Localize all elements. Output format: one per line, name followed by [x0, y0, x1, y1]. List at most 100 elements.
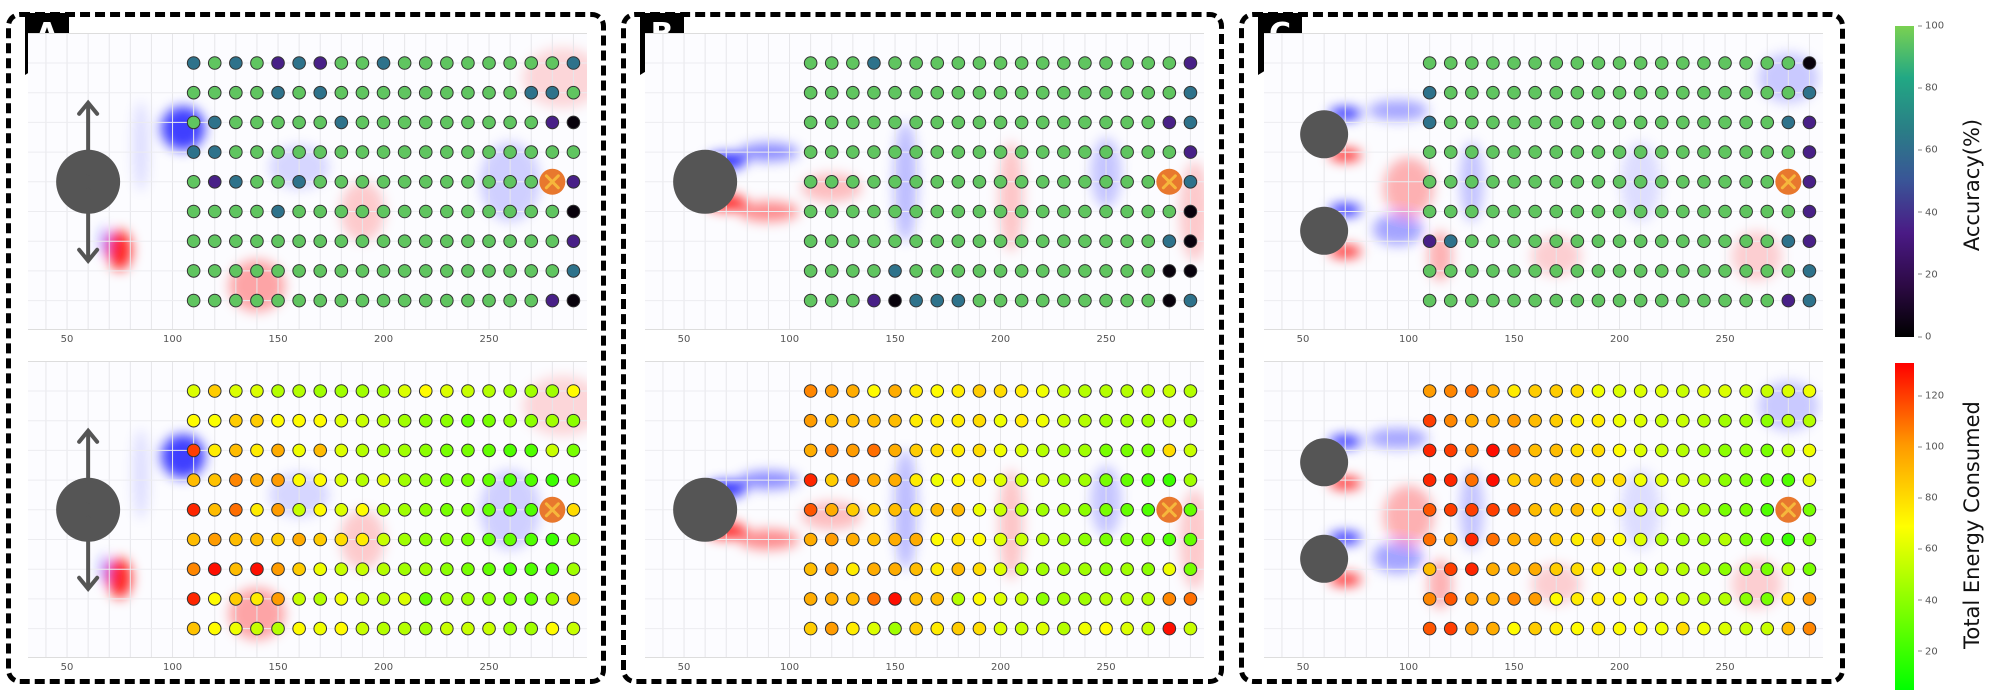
energy-sensor-point [1099, 562, 1113, 576]
energy-sensor-point [376, 473, 391, 487]
accuracy-sensor-point [1183, 293, 1198, 308]
accuracy-sensor-point [1570, 56, 1585, 70]
accuracy-sensor-point [397, 264, 412, 278]
energy-sensor-point [1486, 621, 1500, 636]
accuracy-sensor-point [972, 85, 987, 100]
accuracy-sensor-point [1035, 56, 1050, 70]
accuracy-sensor-point [1465, 145, 1479, 159]
accuracy-sensor-point [972, 175, 987, 189]
accuracy-sensor-point [292, 293, 306, 308]
energy-sensor-point [229, 413, 243, 428]
accuracy-sensor-point [1718, 56, 1732, 70]
accuracy-sensor-point [1718, 85, 1732, 100]
energy-sensor-point [1802, 621, 1817, 636]
accuracy-sensor-point [566, 204, 581, 219]
accuracy-sensor-point [313, 115, 328, 130]
energy-sensor-point [846, 621, 860, 636]
accuracy-sensor-point [1486, 204, 1500, 219]
accuracy-sensor-point [292, 204, 306, 219]
positive-vortex [107, 558, 132, 599]
energy-sensor-point [566, 413, 581, 428]
accuracy-sensor-point [334, 145, 349, 159]
energy-sensor-point [1443, 562, 1458, 576]
accuracy-sensor-point [1078, 204, 1092, 219]
accuracy-sensor-point [1570, 204, 1585, 219]
accuracy-sensor-point [524, 85, 539, 100]
accuracy-sensor-point [397, 204, 412, 219]
accuracy-sensor-point [1591, 56, 1606, 70]
energy-sensor-point [1465, 592, 1479, 606]
accuracy-sensor-point [1612, 145, 1627, 159]
accuracy-sensor-point [334, 56, 349, 70]
energy-sensor-point [461, 621, 475, 636]
accuracy-sensor-point [397, 293, 412, 308]
accuracy-sensor-point [1654, 204, 1669, 219]
energy-sensor-point [207, 413, 222, 428]
energy-sensor-point [803, 592, 818, 606]
accuracy-sensor-point [1570, 234, 1585, 248]
accuracy-sensor-point [930, 204, 945, 219]
accuracy-sensor-point [271, 115, 285, 130]
energy-sensor-point [1120, 562, 1134, 576]
accuracy-sensor-point [803, 175, 818, 189]
accuracy-sensor-point [229, 234, 243, 248]
accuracy-sensor-point [1078, 293, 1092, 308]
accuracy-sensor-point [803, 204, 818, 219]
accuracy-sensor-point [930, 115, 945, 130]
energy-sensor-point [524, 532, 539, 547]
accuracy-sensor-point [803, 234, 818, 248]
accuracy-sensor-point [207, 204, 222, 219]
energy-sensor-point [229, 503, 243, 517]
energy-sensor-point [1014, 384, 1029, 398]
energy-sensor-point [1078, 443, 1092, 458]
energy-sensor-point [1549, 621, 1564, 636]
accuracy-sensor-point [824, 264, 839, 278]
accuracy-sensor-point [271, 145, 285, 159]
energy-sensor-point [461, 413, 475, 428]
accuracy-sensor-point [186, 264, 201, 278]
accuracy-sensor-point [229, 204, 243, 219]
accuracy-sensor-point [888, 293, 902, 308]
accuracy-sensor-point [909, 85, 923, 100]
energy-sensor-point [186, 562, 201, 576]
accuracy-sensor-point [1802, 264, 1817, 278]
accuracy-sensor-point [1676, 145, 1690, 159]
energy-sensor-point [524, 413, 539, 428]
accuracy-sensor-point [334, 204, 349, 219]
accuracy-sensor-point [824, 56, 839, 70]
accuracy-sensor-point [972, 145, 987, 159]
energy-sensor-point [824, 384, 839, 398]
energy-sensor-point [1014, 473, 1029, 487]
accuracy-sensor-point [1465, 204, 1479, 219]
energy-sensor-point [1120, 473, 1134, 487]
accuracy-sensor-point [867, 85, 881, 100]
energy-sensor-point [1099, 443, 1113, 458]
energy-sensor-point [1718, 532, 1732, 547]
energy-sensor-point [972, 413, 987, 428]
accuracy-sensor-point [1549, 264, 1564, 278]
vorticity-field [1329, 380, 1819, 610]
accuracy-sensor-point [355, 264, 370, 278]
accuracy-sensor-point [1014, 175, 1029, 189]
energy-sensor-point [292, 413, 306, 428]
energy-sensor-point [1739, 413, 1753, 428]
energy-sensor-point [824, 443, 839, 458]
accuracy-sensor-point [993, 264, 1008, 278]
accuracy-sensor-point [524, 56, 539, 70]
energy-sensor-point [1057, 384, 1071, 398]
accuracy-sensor-point [524, 264, 539, 278]
accuracy-sensor-point [1507, 115, 1521, 130]
accuracy-sensor-point [1802, 145, 1817, 159]
accuracy-sensor-point [186, 234, 201, 248]
accuracy-sensor-point [972, 293, 987, 308]
accuracy-sensor-point [355, 56, 370, 70]
accuracy-sensor-point [1120, 204, 1134, 219]
energy-sensor-point [1035, 413, 1050, 428]
x-tick-label: 100 [779, 334, 800, 345]
energy-sensor-point [1591, 473, 1606, 487]
energy-sensor-point [397, 503, 412, 517]
energy-sensor-point [1078, 503, 1092, 517]
energy-sensor-point [355, 443, 370, 458]
accuracy-sensor-point [1486, 115, 1500, 130]
accuracy-sensor-point [930, 264, 945, 278]
